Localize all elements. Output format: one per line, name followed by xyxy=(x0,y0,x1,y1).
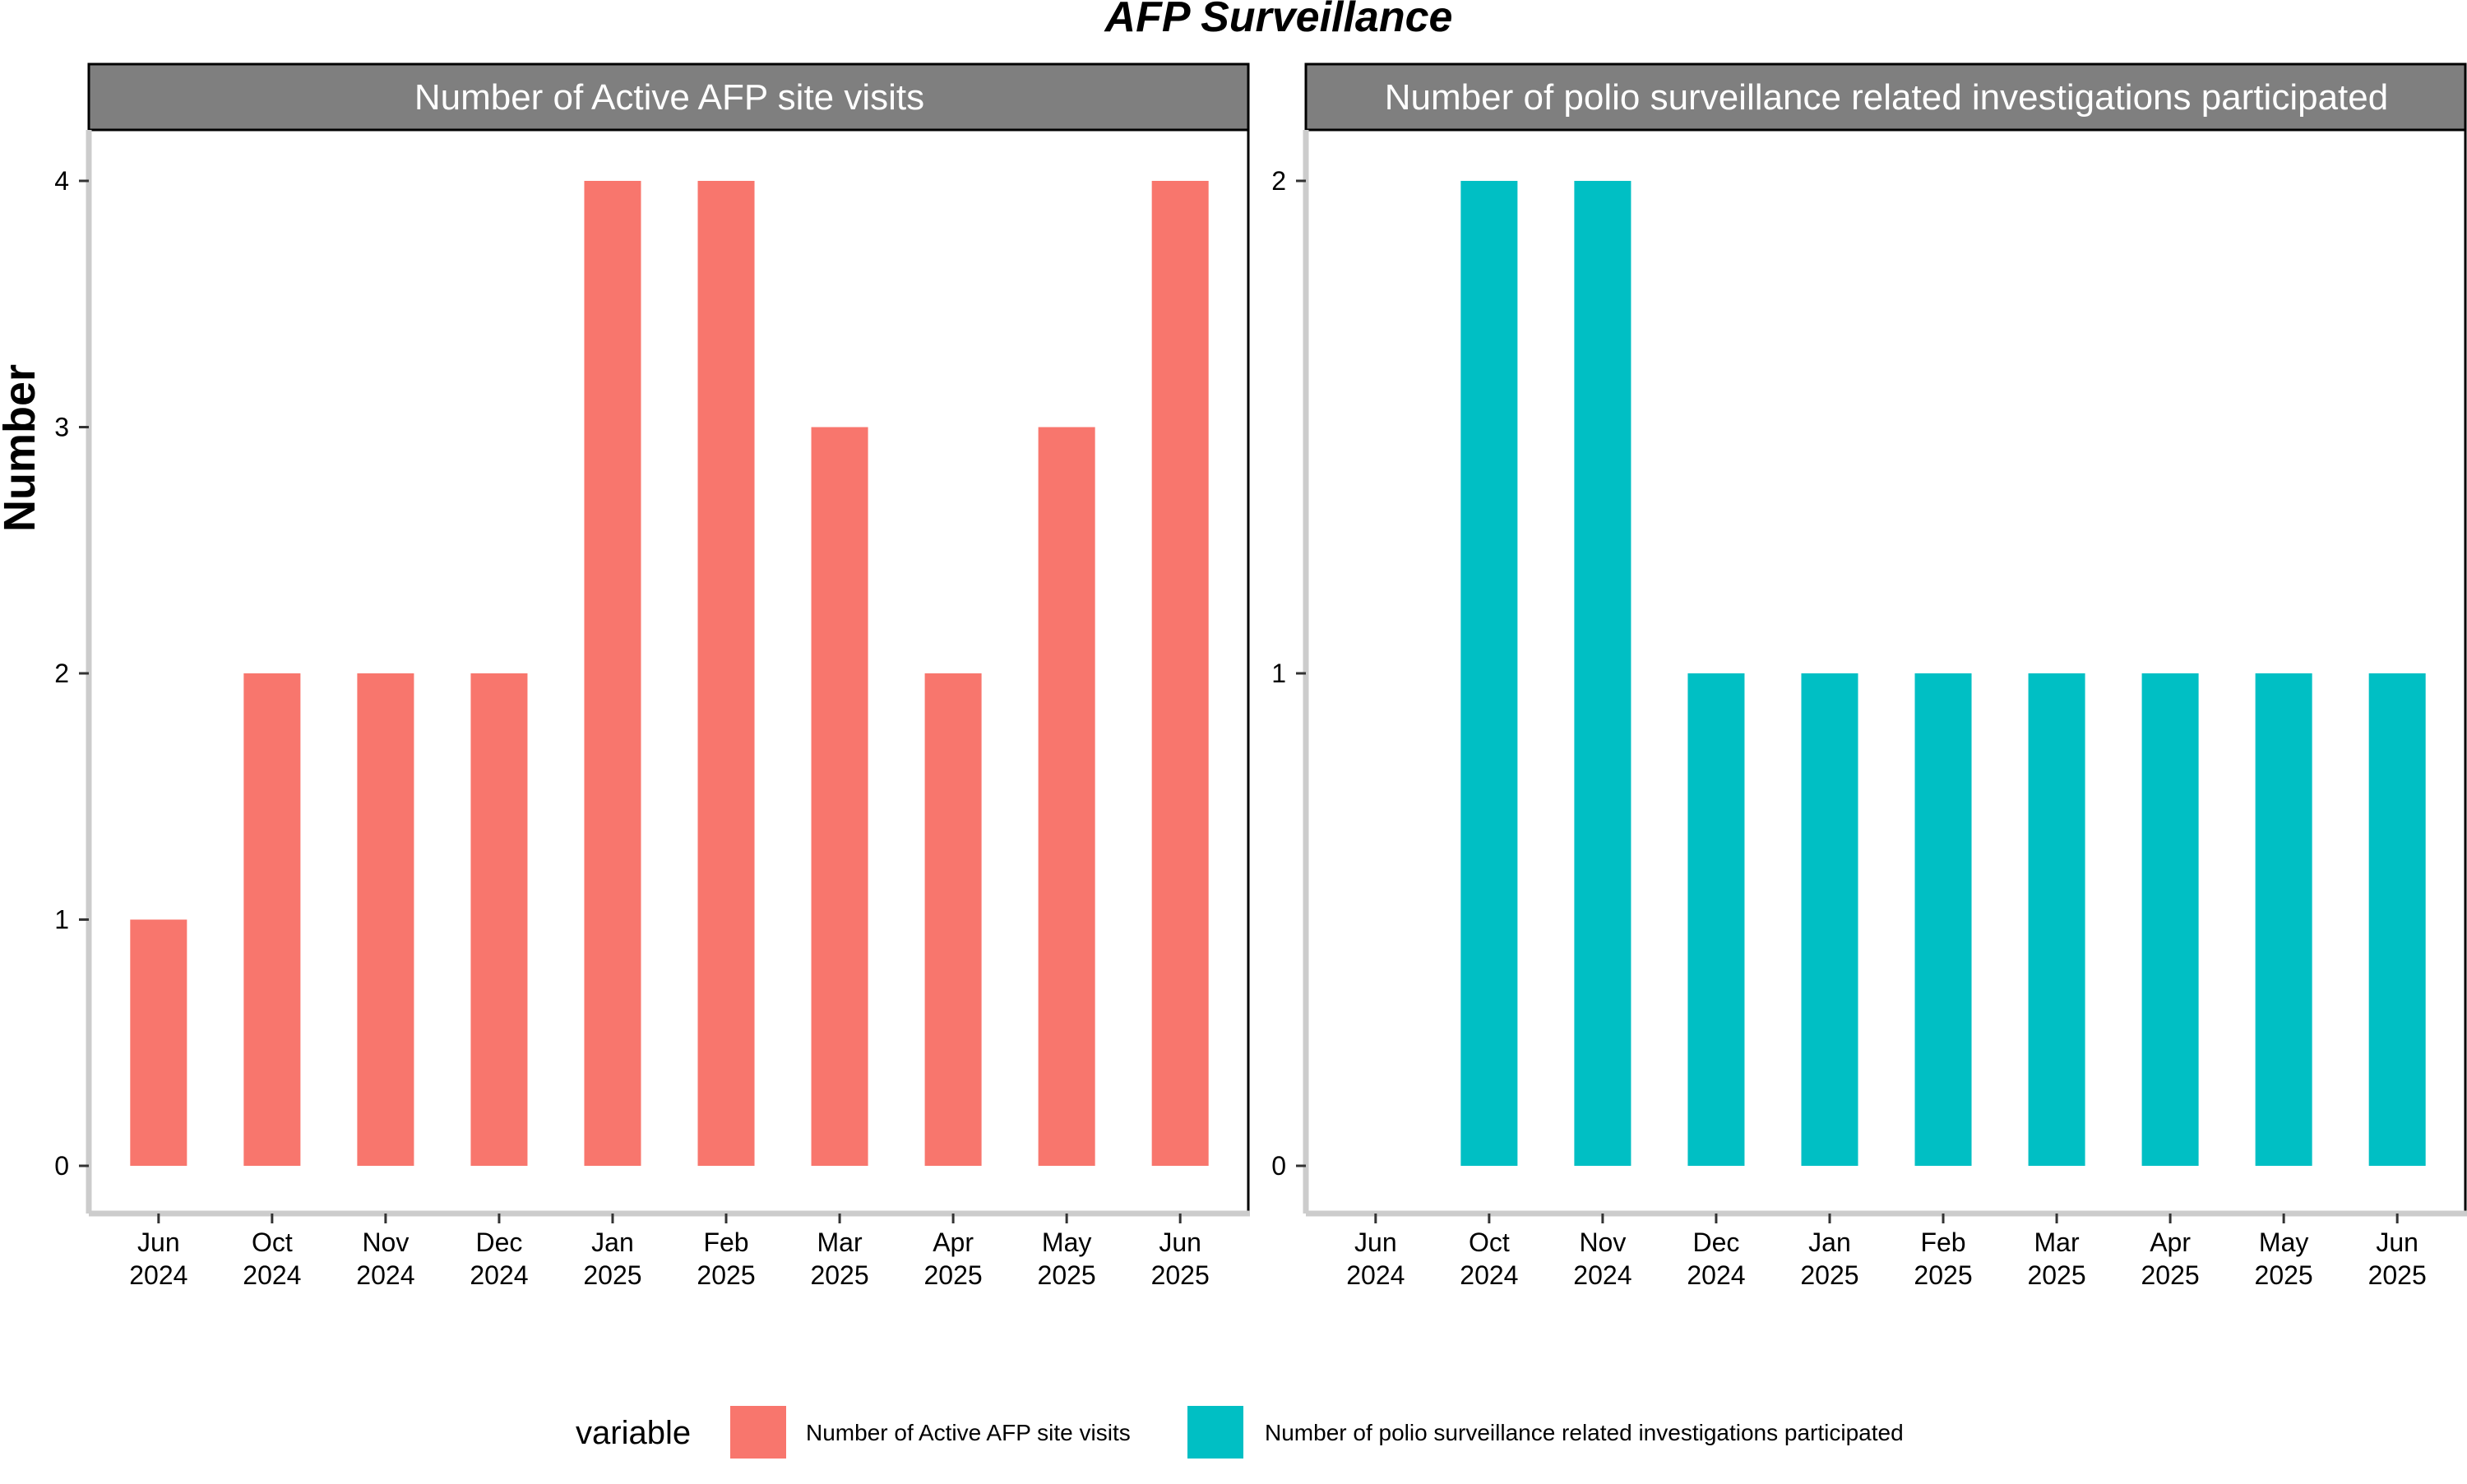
x-tick-label: Nov 2024 xyxy=(356,1227,414,1290)
y-tick-label: 0 xyxy=(1271,1151,1286,1181)
x-tick-label: Dec 2024 xyxy=(1687,1227,1745,1290)
x-tick-label: Nov 2024 xyxy=(1573,1227,1632,1290)
facet-panels: Number of Active AFP site visits 0 1 2 3 4 Jun… xyxy=(54,62,2467,1290)
facet-strip xyxy=(87,62,1250,132)
x-tick-label: Feb 2025 xyxy=(1914,1227,1972,1290)
x-tick-label: Jan 2025 xyxy=(583,1227,641,1290)
y-tick-label: 2 xyxy=(1271,166,1286,196)
x-tick-label: Apr 2025 xyxy=(924,1227,983,1290)
bar-feb-2025 xyxy=(697,181,755,1166)
bar-feb-2025 xyxy=(1914,673,1972,1166)
bar-mar-2025 xyxy=(2028,673,2085,1166)
x-tick-label: Mar 2025 xyxy=(810,1227,868,1290)
bar-dec-2024 xyxy=(1687,673,1745,1166)
bar-apr-2025 xyxy=(924,673,982,1166)
legend-key-active-afp-visits xyxy=(730,1406,786,1459)
bar-dec-2024 xyxy=(470,673,528,1166)
x-tick-label: May 2025 xyxy=(2255,1227,2313,1290)
bar-oct-2024 xyxy=(1460,181,1518,1166)
x-tick-label: Jun 2024 xyxy=(129,1227,187,1290)
y-tick-label: 3 xyxy=(54,413,69,442)
facet-panel-1: Number of Active AFP site visits 0 1 2 3 4 Jun… xyxy=(54,62,1250,1290)
x-tick-label: Dec 2024 xyxy=(470,1227,528,1290)
x-tick-label: May 2025 xyxy=(1038,1227,1096,1290)
x-tick-label: Jan 2025 xyxy=(1800,1227,1858,1290)
bar-may-2025 xyxy=(1038,427,1095,1166)
bar-mar-2025 xyxy=(811,427,868,1166)
y-tick-label: 2 xyxy=(54,659,69,688)
x-tick-label: Jun 2025 xyxy=(1151,1227,1210,1290)
x-tick-label: Apr 2025 xyxy=(2141,1227,2200,1290)
bar-nov-2024 xyxy=(1574,181,1632,1166)
y-tick-label: 1 xyxy=(54,905,69,935)
y-tick-label: 4 xyxy=(54,166,69,196)
chart-title: AFP Surveillance xyxy=(1104,0,1453,41)
facet-strip xyxy=(1304,62,2467,132)
x-tick-label: Oct 2024 xyxy=(1460,1227,1518,1290)
legend-title: variable xyxy=(576,1415,691,1451)
x-tick-label: Oct 2024 xyxy=(243,1227,301,1290)
bar-apr-2025 xyxy=(2141,673,2199,1166)
x-tick-label: Jun 2025 xyxy=(2368,1227,2427,1290)
bar-jun-2024 xyxy=(130,919,187,1166)
bar-jan-2025 xyxy=(1801,673,1858,1166)
legend-key-polio-investigations xyxy=(1187,1406,1243,1459)
bar-jun-2025 xyxy=(2368,673,2426,1166)
x-tick-label: Mar 2025 xyxy=(2027,1227,2085,1290)
legend-label-active-afp-visits: Number of Active AFP site visits xyxy=(806,1420,1131,1445)
bar-nov-2024 xyxy=(357,673,414,1166)
facet-strip-label: Number of Active AFP site visits xyxy=(414,77,924,118)
facet-strip-label: Number of polio surveillance related inv… xyxy=(1385,77,2388,118)
facet-panel-2: Number of polio surveillance related inv… xyxy=(1271,62,2467,1290)
x-tick-label: Feb 2025 xyxy=(697,1227,755,1290)
bar-oct-2024 xyxy=(243,673,301,1166)
legend: variable Number of Active AFP site visit… xyxy=(576,1406,1904,1459)
bar-jun-2025 xyxy=(1151,181,1209,1166)
y-tick-label: 0 xyxy=(54,1151,69,1181)
bar-may-2025 xyxy=(2255,673,2312,1166)
x-tick-label: Jun 2024 xyxy=(1346,1227,1405,1290)
y-axis-title: Number xyxy=(0,364,44,532)
bar-jan-2025 xyxy=(584,181,641,1166)
legend-label-polio-investigations: Number of polio surveillance related inv… xyxy=(1265,1420,1904,1445)
y-tick-label: 1 xyxy=(1271,659,1286,688)
